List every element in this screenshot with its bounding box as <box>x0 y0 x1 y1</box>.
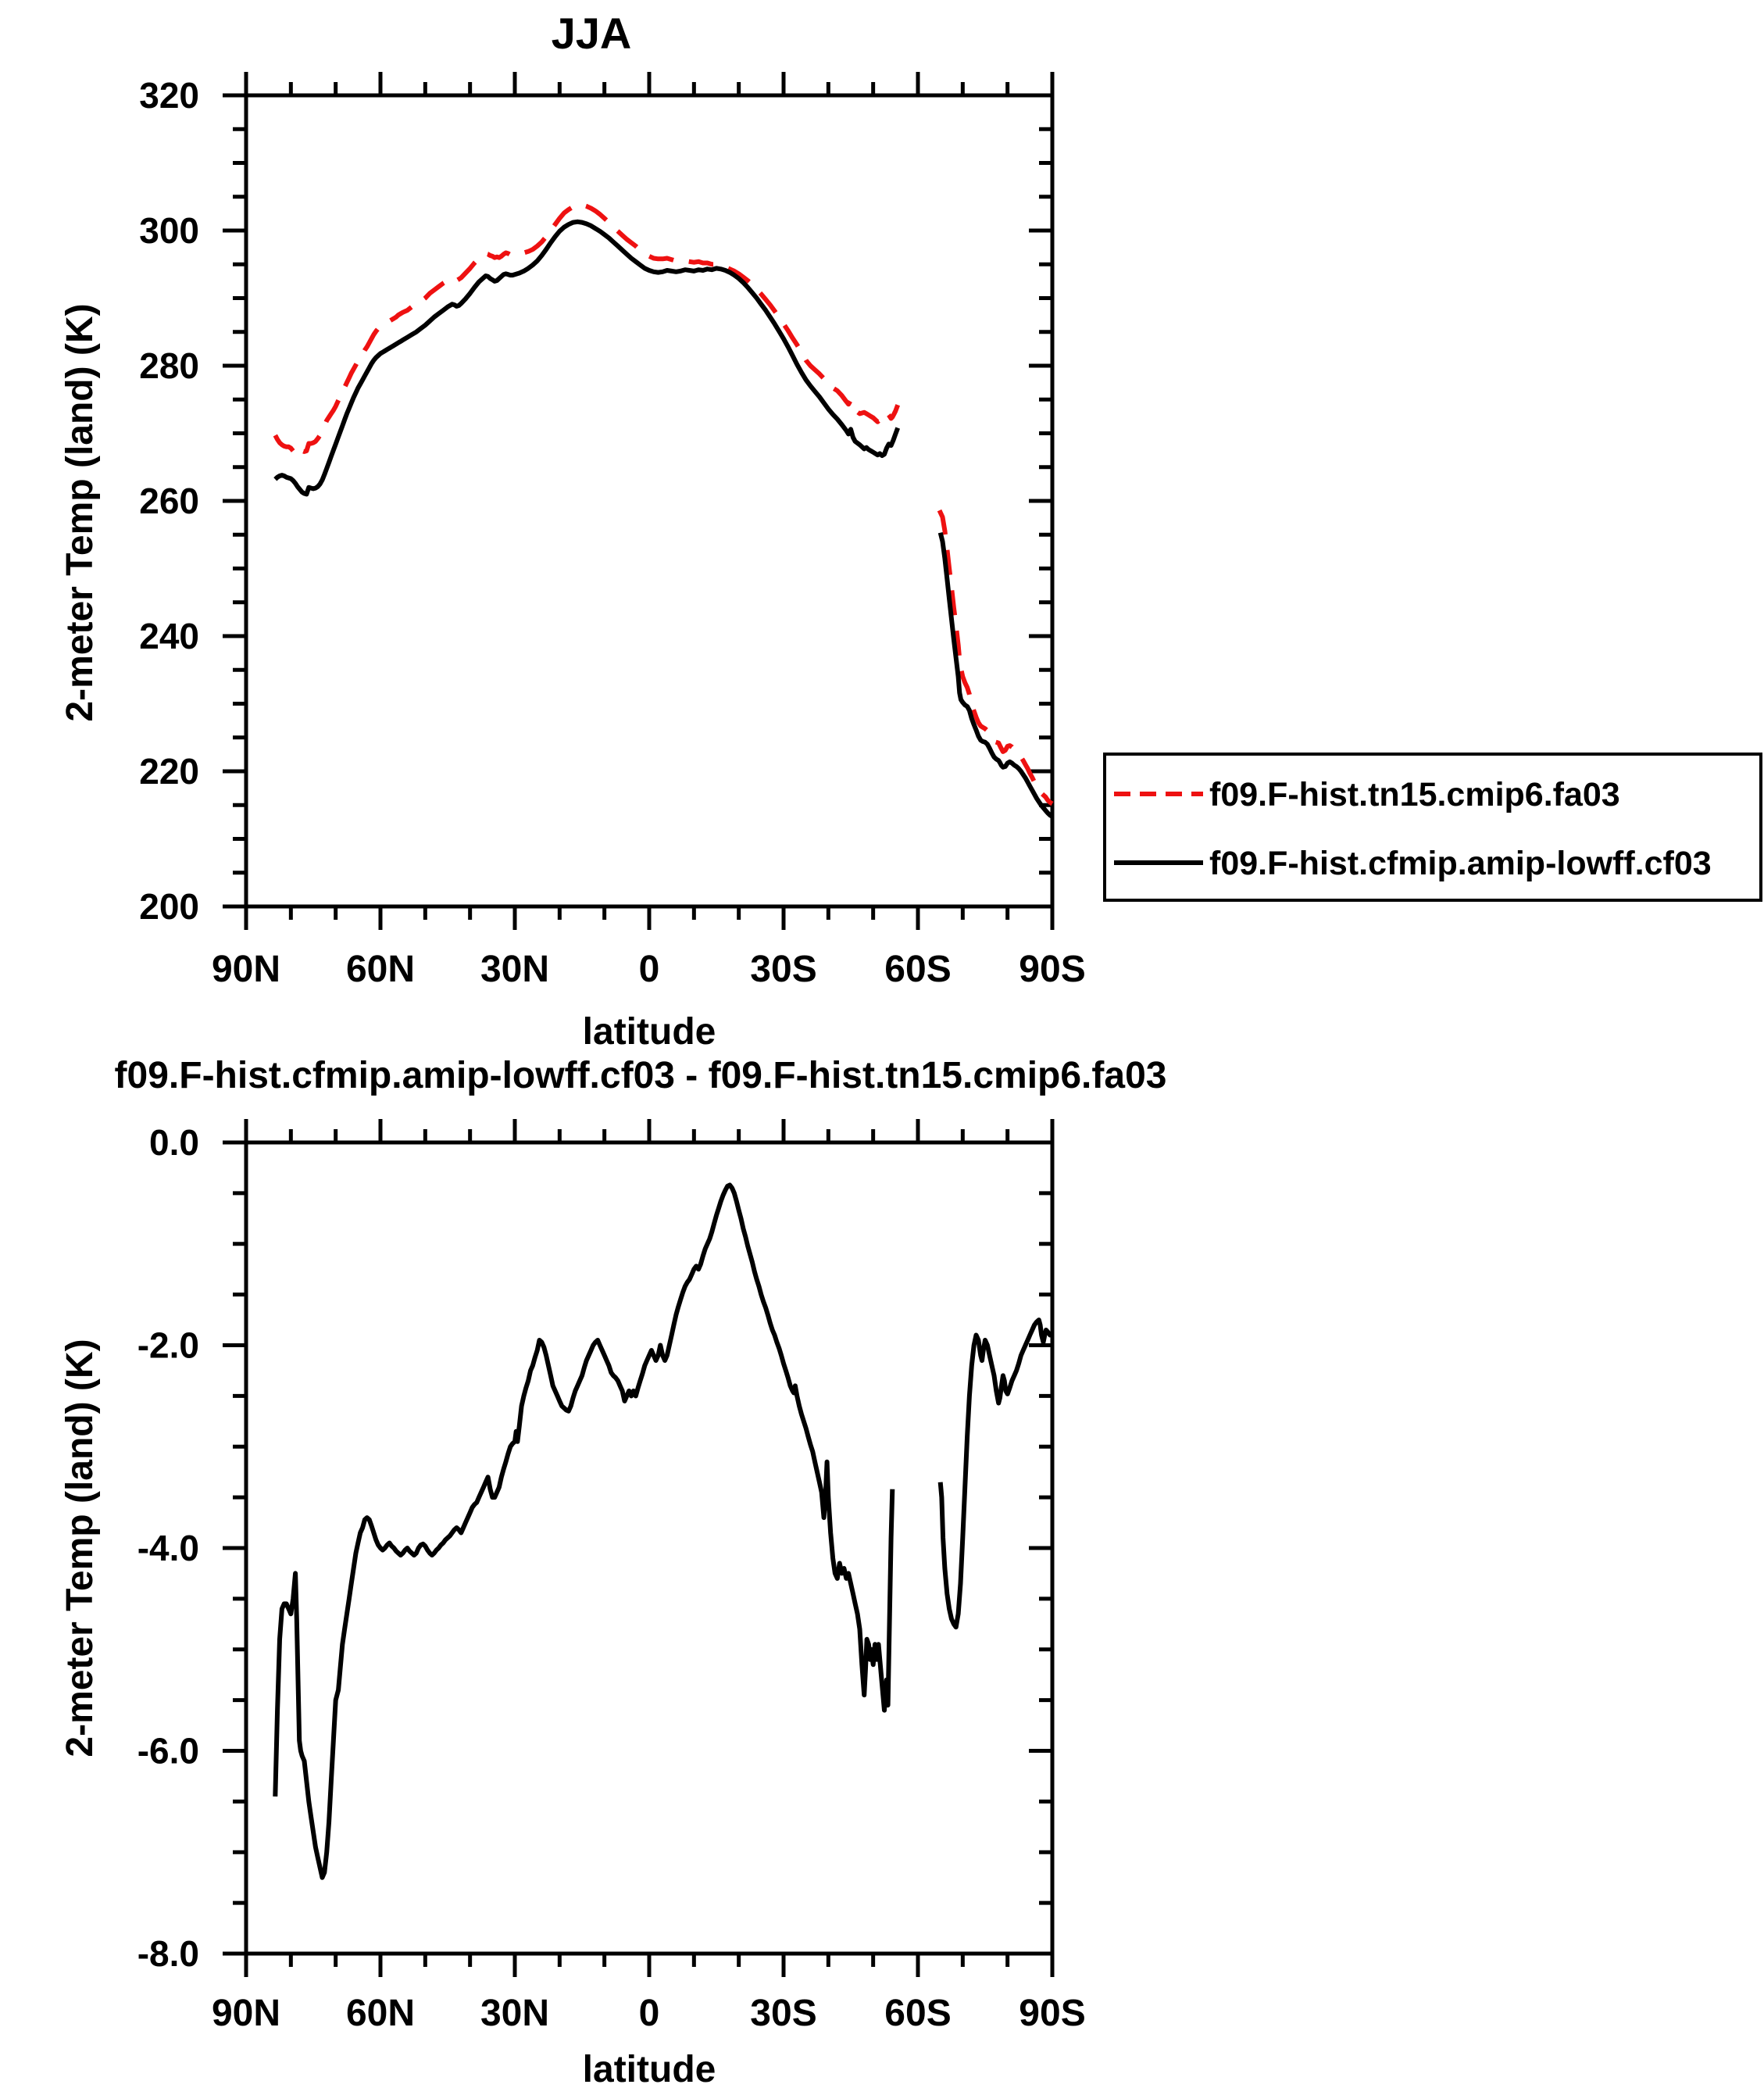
x-tick-label: 60N <box>346 1993 415 2034</box>
y-tick-label: 200 <box>139 886 199 927</box>
panel1-x-axis-title: latitude <box>583 1011 716 1053</box>
legend-label-cfmip: f09.F-hist.cfmip.amip-lowff.cf03 <box>1209 845 1712 882</box>
y-tick-label: -4.0 <box>137 1528 199 1568</box>
panel1-title: JJA <box>552 9 632 58</box>
series-cfmip-line-seg1 <box>273 219 901 497</box>
panel2-x-axis-title: latitude <box>583 2049 716 2088</box>
x-tick-label: 90N <box>212 1993 280 2034</box>
plot-panels: 90N 60N 30N 0 30S 60S 90S 200 220 240 260 280 300 320… <box>137 72 1086 2034</box>
diff-panel-frame <box>244 1140 1055 1956</box>
panel-jja-panel: 90N 60N 30N 0 30S 60S 90S 200 220 240 260 280 300 320 <box>139 72 1086 990</box>
y-tick-label: 320 <box>139 75 199 116</box>
series-diff-line-seg1 <box>273 1182 895 1880</box>
y-tick-label: 220 <box>139 751 199 792</box>
x-tick-label: 0 <box>639 949 660 990</box>
y-tick-label: -2.0 <box>137 1325 199 1366</box>
series-diff-line-seg2 <box>937 1318 1055 1630</box>
x-tick-label: 60N <box>346 949 415 990</box>
x-tick-label: 60S <box>884 1993 951 2034</box>
series-tn15-line-seg2 <box>937 509 1054 806</box>
panel2-title: f09.F-hist.cfmip.amip-lowff.cf03 - f09.F… <box>115 1055 1167 1096</box>
x-tick-label: 0 <box>639 1993 660 2034</box>
x-tick-label: 30S <box>750 949 816 990</box>
y-tick-label: -6.0 <box>137 1731 199 1772</box>
y-tick-label: 0.0 <box>149 1122 199 1163</box>
x-tick-label: 60S <box>884 949 951 990</box>
legend-box <box>1103 753 1762 902</box>
y-tick-label: 240 <box>139 616 199 656</box>
panel1-y-axis-title: 2-meter Temp (land) (K) <box>59 303 101 721</box>
y-tick-label: -8.0 <box>137 1933 199 1974</box>
panel-diff-panel: 90N 60N 30N 0 30S 60S 90S 0.0 -2.0 -4.0 -6.0 -8.0 <box>137 1119 1086 2034</box>
y-tick-label: 260 <box>139 481 199 521</box>
x-tick-label: 90N <box>212 949 280 990</box>
y-tick-label: 280 <box>139 345 199 386</box>
legend-label-tn15: f09.F-hist.tn15.cmip6.fa03 <box>1209 776 1620 813</box>
jja-panel-frame <box>244 93 1055 909</box>
legend: f09.F-hist.tn15.cmip6.fa03 f09.F-hist.cf… <box>1103 753 1762 902</box>
x-tick-label: 30N <box>480 949 549 990</box>
x-tick-label: 90S <box>1019 949 1085 990</box>
y-tick-label: 300 <box>139 210 199 251</box>
x-tick-label: 30S <box>750 1993 816 2034</box>
x-tick-label: 90S <box>1019 1993 1085 2034</box>
panel2-y-axis-title: 2-meter Temp (land) (K) <box>59 1339 101 1757</box>
x-tick-label: 30N <box>480 1993 549 2034</box>
series-cfmip-line-seg2 <box>937 531 1054 819</box>
series-tn15-line-seg1 <box>273 202 901 459</box>
